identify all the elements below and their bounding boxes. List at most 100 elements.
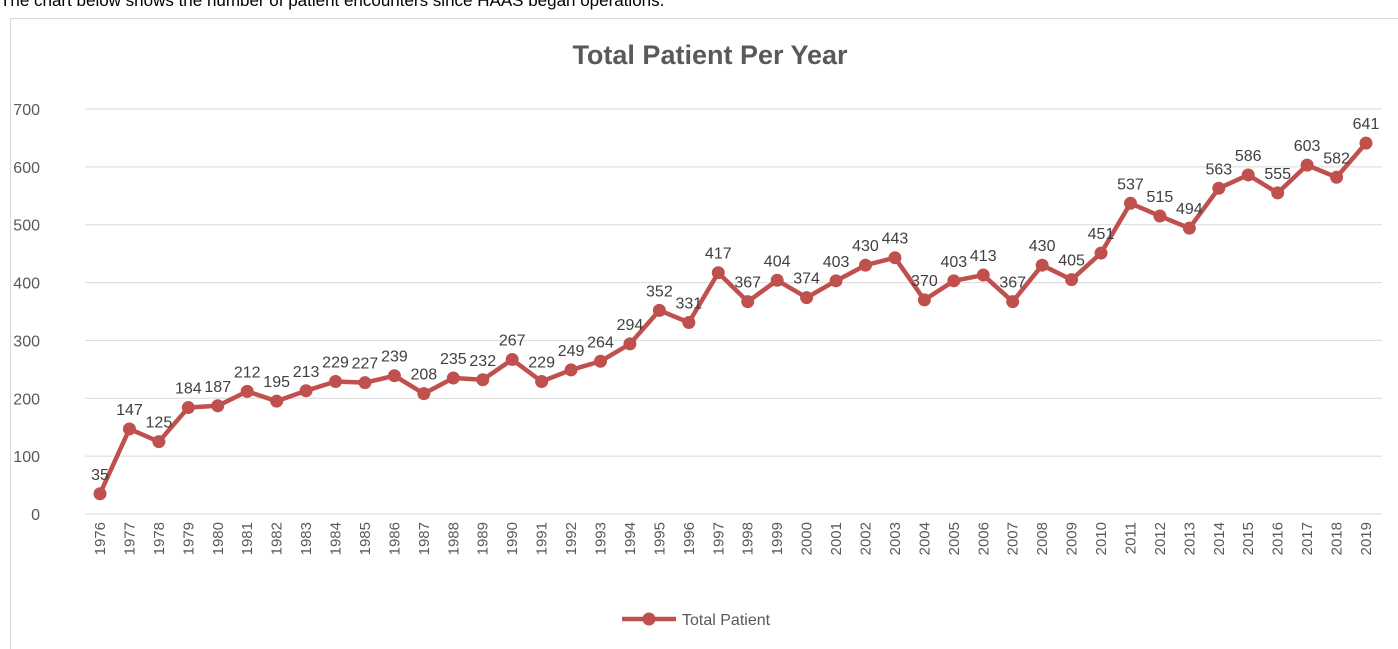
data-label: 451 (1088, 226, 1115, 243)
data-label: 232 (469, 353, 496, 370)
x-tick-label: 1983 (298, 522, 315, 555)
legend-marker (642, 612, 656, 626)
x-tick-label: 1996 (681, 522, 698, 555)
data-label: 417 (705, 246, 732, 263)
data-label: 641 (1353, 116, 1380, 133)
data-label: 405 (1058, 253, 1085, 270)
x-tick-label: 1986 (386, 522, 403, 555)
data-label: 537 (1117, 176, 1144, 193)
data-label: 555 (1264, 166, 1291, 183)
x-tick-label: 2015 (1240, 522, 1257, 555)
x-tick-label: 2019 (1358, 522, 1375, 555)
data-label: 367 (999, 275, 1026, 292)
y-tick-label: 200 (13, 391, 40, 408)
data-label: 249 (558, 343, 585, 360)
x-tick-label: 1999 (769, 522, 786, 555)
x-tick-label: 2004 (916, 522, 933, 555)
x-tick-label: 2005 (946, 522, 963, 555)
data-point (387, 369, 401, 383)
data-label: 187 (204, 379, 231, 396)
x-tick-label: 2000 (799, 522, 816, 555)
data-label: 235 (440, 351, 467, 368)
data-label: 147 (116, 402, 143, 419)
x-tick-label: 2009 (1064, 522, 1081, 555)
data-point (858, 258, 872, 272)
data-point (329, 375, 343, 389)
data-label: 213 (293, 364, 320, 381)
x-tick-label: 1988 (445, 522, 462, 555)
x-tick-label: 2012 (1152, 522, 1169, 555)
data-label: 229 (322, 355, 349, 372)
data-point (800, 291, 814, 305)
data-point (1241, 168, 1255, 182)
data-point (1271, 186, 1285, 200)
data-point (1300, 158, 1314, 172)
data-label: 404 (764, 253, 791, 270)
data-label: 374 (793, 271, 820, 288)
x-tick-label: 1982 (269, 522, 286, 555)
data-label: 494 (1176, 201, 1203, 218)
data-label: 184 (175, 381, 202, 398)
x-tick-label: 1991 (534, 522, 551, 555)
data-point (1153, 209, 1167, 223)
data-label: 603 (1294, 138, 1321, 155)
x-tick-label: 1978 (151, 522, 168, 555)
data-point (594, 354, 608, 368)
data-point (93, 487, 107, 501)
data-point (476, 373, 490, 387)
data-point (358, 376, 372, 390)
data-point (1006, 295, 1020, 309)
data-point (535, 375, 549, 389)
x-tick-label: 1980 (210, 522, 227, 555)
data-point (1212, 181, 1226, 195)
data-point (505, 353, 519, 367)
legend-label: Total Patient (682, 612, 771, 629)
x-tick-label: 1997 (710, 522, 727, 555)
data-point (1035, 258, 1049, 272)
x-tick-label: 1987 (416, 522, 433, 555)
data-label: 443 (882, 231, 909, 248)
y-tick-label: 100 (13, 449, 40, 466)
x-tick-label: 1994 (622, 522, 639, 555)
x-tick-label: 1989 (475, 522, 492, 555)
data-point (211, 399, 225, 413)
x-tick-label: 1976 (92, 522, 109, 555)
data-point (152, 435, 166, 449)
x-tick-label: 2014 (1211, 522, 1228, 555)
y-tick-label: 600 (13, 160, 40, 177)
x-tick-label: 2010 (1093, 522, 1110, 555)
x-tick-label: 2001 (828, 522, 845, 555)
data-label: 35 (91, 467, 109, 484)
data-point (770, 273, 784, 287)
x-tick-label: 2016 (1270, 522, 1287, 555)
data-point (947, 274, 961, 288)
data-point (270, 394, 284, 408)
y-tick-label: 400 (13, 276, 40, 293)
x-tick-label: 2006 (975, 522, 992, 555)
data-label: 229 (528, 355, 555, 372)
intro-text: The chart below shows the number of pati… (0, 0, 664, 10)
data-point (564, 363, 578, 377)
data-label: 582 (1323, 150, 1350, 167)
data-label: 264 (587, 334, 614, 351)
data-label: 352 (646, 283, 673, 300)
data-point (1123, 196, 1137, 210)
data-point (1094, 246, 1108, 260)
data-label: 586 (1235, 148, 1262, 165)
x-tick-label: 1995 (651, 522, 668, 555)
data-label: 331 (675, 295, 702, 312)
x-tick-label: 1990 (504, 522, 521, 555)
data-point (741, 295, 755, 309)
x-tick-label: 2002 (857, 522, 874, 555)
data-label: 370 (911, 273, 938, 290)
data-point (1065, 273, 1079, 287)
y-tick-label: 300 (13, 333, 40, 350)
data-label: 267 (499, 333, 526, 350)
x-tick-label: 1993 (593, 522, 610, 555)
data-point (623, 337, 637, 351)
data-label: 208 (411, 367, 438, 384)
x-tick-label: 2003 (887, 522, 904, 555)
x-tick-label: 1992 (563, 522, 580, 555)
data-point (122, 422, 136, 436)
data-point (888, 251, 902, 265)
